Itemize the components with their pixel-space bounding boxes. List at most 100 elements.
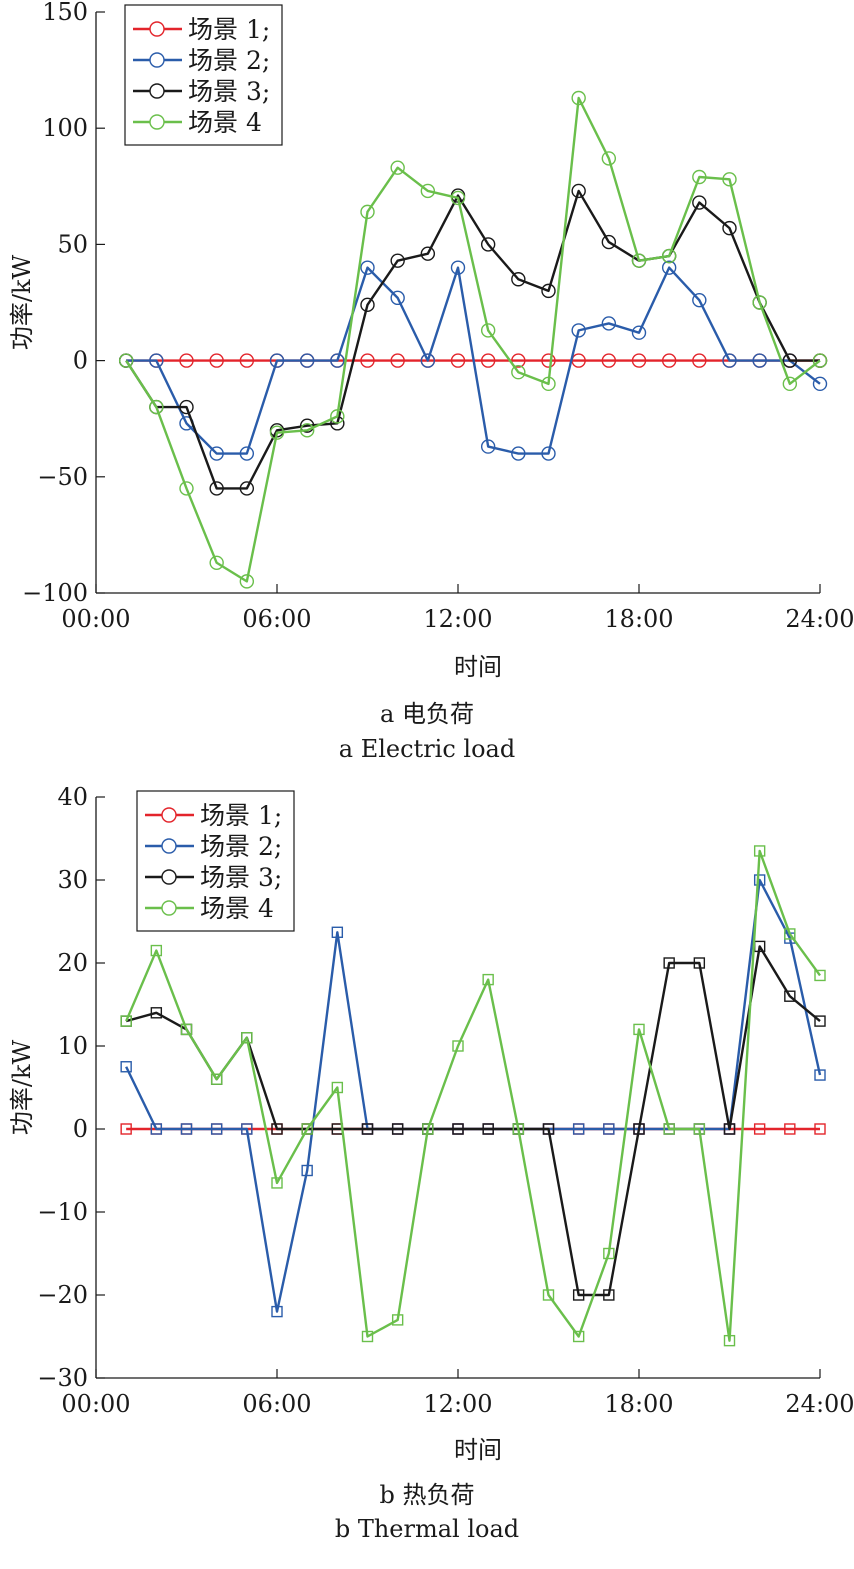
data-point-marker: [812, 376, 828, 392]
legend-item: 场景 2;: [133, 46, 270, 75]
y-tick-label: 20: [57, 949, 88, 977]
data-point-marker: [452, 1040, 464, 1052]
data-point-marker: [480, 439, 496, 454]
data-point-marker: [420, 353, 436, 368]
data-point-marker: [603, 1247, 615, 1260]
legend: 场景 1;场景 2;场景 3;场景 4: [124, 4, 283, 146]
data-point-marker: [752, 295, 767, 310]
y-tick-label: 100: [42, 114, 88, 142]
data-point-marker: [571, 323, 586, 338]
data-point-marker: [420, 183, 436, 199]
y-tick-label: −100: [22, 579, 88, 607]
legend-label: 场景 3;: [188, 77, 270, 106]
x-axis-title: 时间: [454, 1436, 502, 1464]
data-point-marker: [450, 260, 466, 275]
series-4: [120, 845, 826, 1347]
data-point-marker: [241, 1123, 253, 1135]
data-point-marker: [692, 195, 707, 210]
data-point-marker: [330, 409, 345, 424]
data-point-marker: [541, 353, 556, 368]
y-tick-label: 10: [57, 1032, 88, 1060]
data-point-marker: [692, 292, 707, 308]
data-point-marker: [331, 926, 344, 938]
data-point-marker: [663, 1123, 675, 1135]
data-point-marker: [209, 353, 224, 368]
data-point-marker: [663, 957, 675, 969]
data-point-marker: [269, 425, 285, 440]
data-point-marker: [512, 1123, 525, 1135]
data-point-marker: [631, 353, 647, 368]
x-tick-label: 24:00: [785, 1390, 854, 1418]
data-point-marker: [601, 234, 617, 250]
y-tick-label: 50: [57, 230, 88, 258]
series-3: [120, 940, 826, 1301]
data-point-marker: [301, 1123, 313, 1135]
data-point-marker: [814, 1069, 826, 1081]
y-tick-label: −50: [37, 463, 88, 491]
x-tick-label: 24:00: [785, 605, 854, 633]
legend-item: 场景 2;: [145, 832, 282, 861]
legend-marker-icon: [149, 83, 165, 99]
data-point-marker: [390, 160, 405, 175]
electric-load-panel: −100 −50 0 50 100 150 00:00 06:00 12:00 18:00 24:0…: [8, 0, 854, 763]
data-point-marker: [180, 1023, 193, 1036]
data-point-marker: [239, 481, 255, 496]
data-point-marker: [571, 90, 586, 106]
data-point-marker: [271, 1305, 283, 1318]
data-point-marker: [753, 1123, 766, 1135]
data-point-marker: [693, 1123, 706, 1135]
legend-marker-icon: [149, 52, 165, 68]
x-tick-label: 18:00: [604, 1390, 673, 1418]
data-point-marker: [722, 172, 737, 187]
series-4: [118, 90, 828, 589]
data-point-marker: [179, 399, 194, 415]
data-point-marker: [118, 353, 134, 368]
data-point-marker: [633, 1023, 645, 1036]
y-tick-label: −20: [37, 1281, 88, 1309]
data-point-marker: [239, 353, 255, 368]
y-tick-label: 150: [42, 0, 88, 26]
data-point-marker: [361, 1330, 374, 1343]
legend-marker-icon: [149, 114, 165, 130]
data-point-marker: [541, 283, 556, 299]
series-line: [126, 266, 821, 455]
data-point-marker: [723, 1334, 736, 1347]
legend-item: 场景 3;: [145, 863, 282, 892]
data-point-marker: [722, 353, 737, 368]
caption-chinese: b 热负荷: [380, 1481, 475, 1509]
data-point-marker: [149, 399, 164, 415]
data-point-marker: [179, 481, 194, 496]
data-point-marker: [601, 151, 617, 166]
data-point-marker: [784, 990, 796, 1002]
data-point-marker: [422, 1123, 434, 1135]
data-point-marker: [693, 957, 706, 969]
data-point-marker: [752, 353, 767, 368]
data-point-marker: [120, 1123, 132, 1135]
data-point-marker: [603, 1289, 615, 1301]
data-point-marker: [814, 1123, 826, 1135]
y-tick-label: −10: [37, 1198, 88, 1226]
y-tick-label: −30: [37, 1364, 88, 1392]
data-point-marker: [269, 353, 285, 368]
caption-english: a Electric load: [339, 735, 515, 763]
data-point-marker: [511, 353, 526, 368]
series-line: [125, 96, 821, 583]
data-point-marker: [631, 253, 647, 268]
data-point-marker: [120, 1015, 132, 1027]
data-point-marker: [179, 353, 194, 368]
data-point-marker: [661, 248, 677, 264]
y-tick-label: 40: [57, 783, 88, 811]
data-point-marker: [480, 237, 496, 252]
data-point-marker: [601, 316, 617, 331]
data-point-marker: [120, 1061, 132, 1073]
data-point-marker: [360, 353, 375, 368]
data-point-marker: [572, 1123, 585, 1135]
data-point-marker: [391, 1314, 404, 1326]
data-point-marker: [571, 183, 586, 199]
y-axis-title: 功率/kW: [8, 255, 36, 351]
x-tick-label: 00:00: [61, 1390, 130, 1418]
data-point-marker: [784, 1123, 796, 1135]
data-point-marker: [420, 246, 436, 261]
caption-english: b Thermal load: [335, 1515, 519, 1543]
data-point-marker: [210, 1073, 223, 1085]
